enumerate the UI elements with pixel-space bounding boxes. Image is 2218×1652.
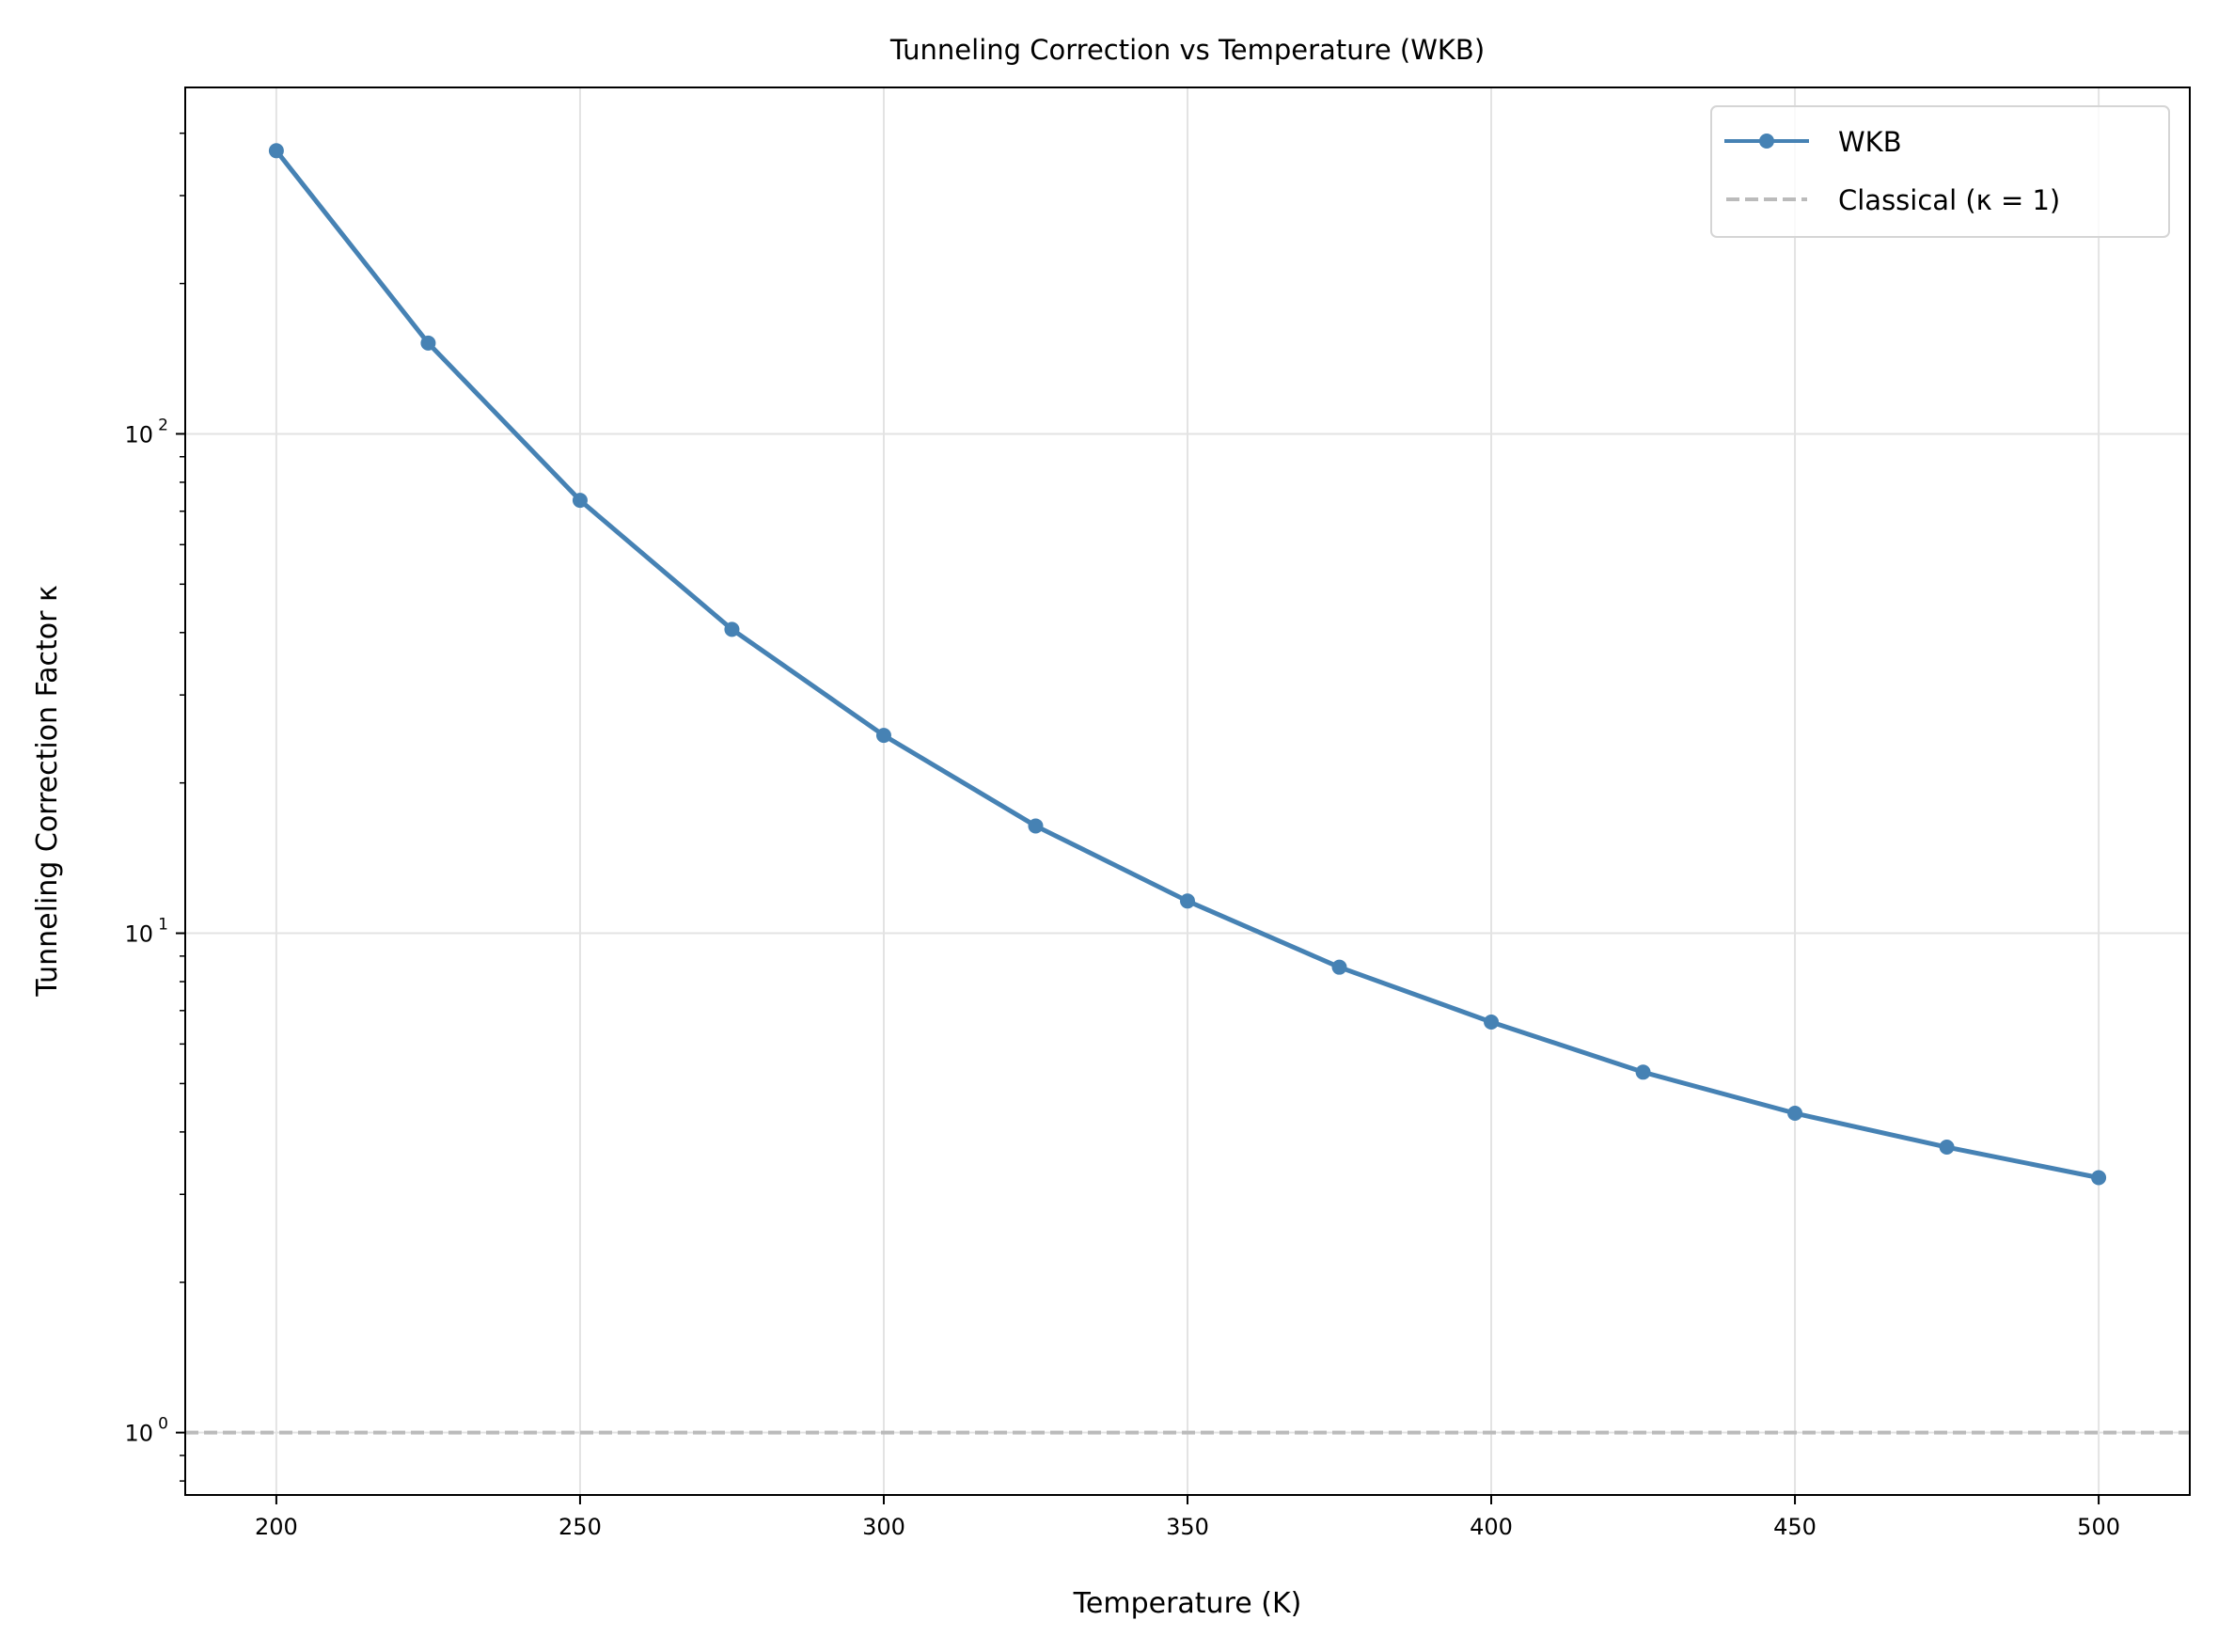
y-tick-base: 10 <box>124 921 153 948</box>
wkb-data-point <box>724 621 740 637</box>
wkb-data-point <box>1331 959 1347 975</box>
legend-classical-label: Classical (κ = 1) <box>1838 184 2060 216</box>
x-tick-label: 500 <box>2077 1514 2120 1540</box>
y-tick-exponent: 2 <box>158 416 168 434</box>
wkb-data-point <box>1939 1140 1955 1156</box>
x-tick-label: 250 <box>558 1514 602 1540</box>
legend-frame <box>1710 105 2170 238</box>
wkb-data-point <box>1028 818 1044 834</box>
wkb-series <box>268 143 2107 1186</box>
y-axis-ticks: 10 0 10 1 10 2 <box>124 132 185 1482</box>
x-tick-label: 400 <box>1470 1514 1513 1540</box>
y-tick-exponent: 1 <box>158 916 168 935</box>
wkb-data-point <box>572 493 588 509</box>
wkb-data-point <box>268 143 284 159</box>
y-tick-exponent: 0 <box>158 1415 168 1434</box>
x-tick-label: 300 <box>862 1514 905 1540</box>
y-tick-label: 10 <box>124 1421 153 1447</box>
grid <box>185 87 2190 1495</box>
x-axis-ticks: 200 250 300 350 400 450 500 <box>255 1495 2120 1540</box>
x-tick-label: 350 <box>1166 1514 1209 1540</box>
wkb-data-point <box>875 728 891 744</box>
y-tick-base: 10 <box>124 421 153 448</box>
wkb-data-point <box>420 335 436 351</box>
wkb-data-point <box>2091 1170 2107 1186</box>
legend-wkb-marker <box>1759 134 1774 149</box>
legend: WKB Classical (κ = 1) <box>1710 105 2170 238</box>
wkb-data-point <box>1484 1014 1500 1030</box>
y-tick-label: 10 <box>124 421 153 448</box>
legend-wkb-label: WKB <box>1838 126 1902 158</box>
y-tick-label: 10 <box>124 921 153 948</box>
wkb-data-point <box>1787 1106 1803 1122</box>
wkb-data-point <box>1180 893 1195 909</box>
x-tick-label: 450 <box>1773 1514 1817 1540</box>
y-axis-label: Tunneling Correction Factor κ <box>31 585 64 997</box>
x-axis-label: Temperature (K) <box>1073 1587 1302 1620</box>
chart-title: Tunneling Correction vs Temperature (WKB… <box>889 34 1485 66</box>
y-tick-base: 10 <box>124 1421 153 1447</box>
x-tick-label: 200 <box>255 1514 298 1540</box>
wkb-data-point <box>1635 1064 1651 1080</box>
